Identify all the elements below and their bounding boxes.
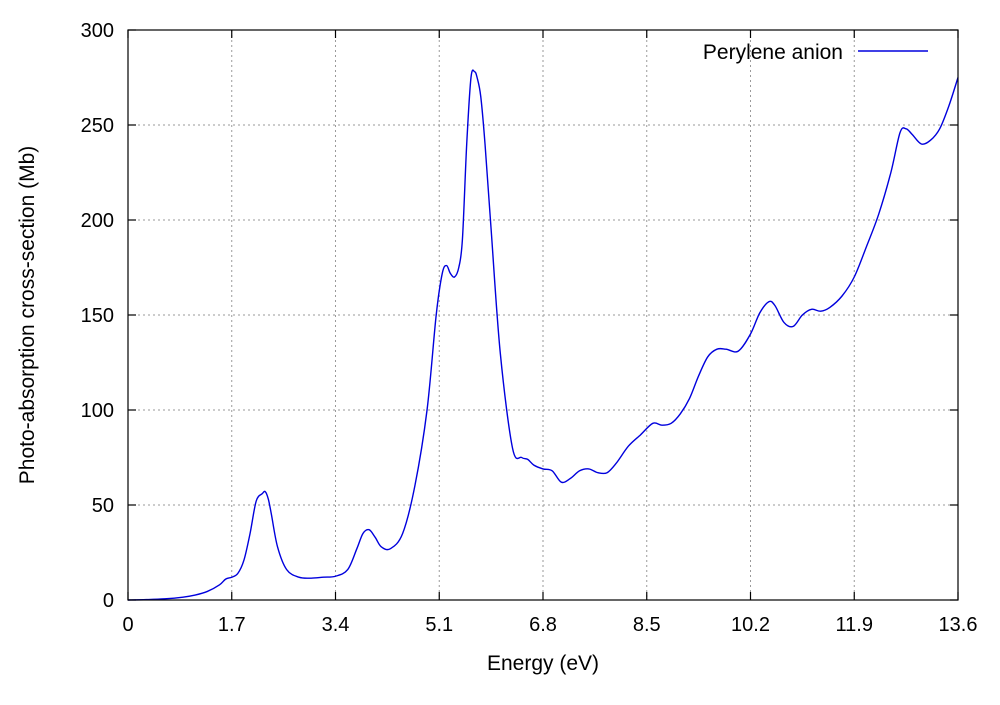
legend-label: Perylene anion (703, 41, 843, 64)
x-tick-label: 5.1 (425, 614, 453, 636)
y-tick-label: 250 (81, 115, 114, 137)
x-tick-label: 1.7 (218, 614, 246, 636)
y-tick-label: 50 (92, 495, 114, 517)
grid-lines (128, 30, 958, 600)
y-tick-label: 300 (81, 20, 114, 42)
x-tick-label: 10.2 (731, 614, 770, 636)
x-tick-label: 0 (122, 614, 133, 636)
y-axis-title: Photo-absorption cross-section (Mb) (16, 146, 39, 484)
x-tick-label: 6.8 (529, 614, 557, 636)
y-tick-label: 0 (103, 590, 114, 612)
x-axis-title: Energy (eV) (487, 652, 599, 675)
y-tick-label: 100 (81, 400, 114, 422)
ticks (127, 29, 959, 601)
x-tick-label: 3.4 (322, 614, 350, 636)
series-layer (127, 69, 959, 601)
series-line-perylene-anion (127, 69, 959, 601)
x-tick-labels: 0 1.7 3.4 5.1 6.8 8.5 10.2 11.9 13.6 (122, 614, 977, 636)
y-tick-label: 150 (81, 305, 114, 327)
y-tick-label: 200 (81, 210, 114, 232)
x-tick-label: 11.9 (836, 614, 873, 636)
legend: Perylene anion (703, 41, 928, 64)
x-tick-label: 13.6 (939, 614, 978, 636)
x-tick-label: 8.5 (633, 614, 661, 636)
y-tick-labels: 0 50 100 150 200 250 300 (81, 20, 114, 612)
